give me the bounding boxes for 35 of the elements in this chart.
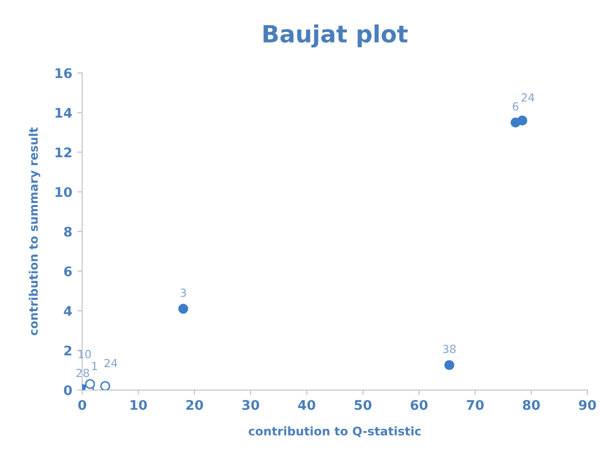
annotation: 28 <box>76 368 90 378</box>
annotation: 3 <box>180 288 186 297</box>
y-tick-label: 0 <box>64 385 72 396</box>
x-tick-label: 90 <box>578 400 596 410</box>
y-tick-label: 14 <box>56 108 72 118</box>
x-tick-label: 60 <box>410 400 428 410</box>
annotation: 24 <box>104 358 118 368</box>
x-tick-label: 80 <box>522 400 540 410</box>
annotation: 10 <box>78 350 91 358</box>
chart-title: Baujat plot <box>264 24 408 48</box>
y-axis-title: contribution to summary result <box>28 127 40 336</box>
annotation: 1 <box>92 362 97 370</box>
y-tick-label: 10 <box>56 187 72 198</box>
y-tick-label: 2 <box>64 346 72 356</box>
x-axis-title: contribution to Q-statistic <box>248 426 421 438</box>
point <box>517 116 528 126</box>
point <box>444 360 454 370</box>
annotation: 6 <box>512 102 518 111</box>
x-tick-label: 30 <box>242 400 260 410</box>
x-tick-label: 70 <box>466 400 484 410</box>
x-tick-label: 0 <box>78 400 86 410</box>
x-tick-label: 50 <box>354 400 372 410</box>
x-tick-label: 10 <box>130 400 147 410</box>
y-tick-label: 16 <box>56 68 72 78</box>
point <box>100 381 110 390</box>
x-tick-label: 20 <box>186 400 204 410</box>
annotation: 38 <box>443 344 456 354</box>
y-tick-label: 6 <box>64 266 72 276</box>
y-tick-label: 12 <box>56 147 72 158</box>
x-tick-label: 40 <box>298 400 316 410</box>
point <box>85 379 96 390</box>
y-tick-label: 8 <box>64 226 72 237</box>
y-tick-label: 4 <box>64 306 72 316</box>
point <box>178 304 188 314</box>
annotation: 24 <box>522 93 534 102</box>
